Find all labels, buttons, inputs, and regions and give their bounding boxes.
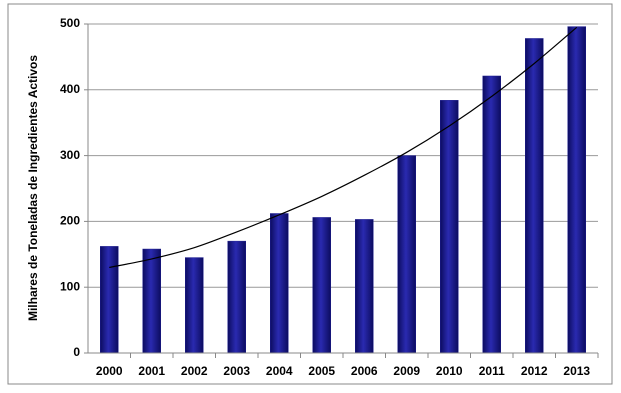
y-tick-label: 200 xyxy=(60,214,80,228)
y-tick-label: 500 xyxy=(60,16,80,30)
bar xyxy=(312,217,331,354)
x-tick-label: 2001 xyxy=(138,364,165,378)
bar xyxy=(482,75,501,354)
x-tick-label: 2003 xyxy=(223,364,250,378)
chart-frame xyxy=(7,3,613,385)
y-tick-label: 0 xyxy=(73,345,80,359)
bar xyxy=(185,257,204,354)
bar xyxy=(100,246,119,354)
x-tick-label: 2009 xyxy=(393,364,420,378)
bar xyxy=(525,38,544,354)
y-tick-label: 300 xyxy=(60,148,80,162)
x-tick-label: 2013 xyxy=(563,364,590,378)
bar xyxy=(397,155,416,354)
y-axis-label: Milhares de Toneladas de Ingredientes Ac… xyxy=(26,55,40,321)
x-tick-label: 2012 xyxy=(521,364,548,378)
y-tick-label: 100 xyxy=(60,279,80,293)
bar xyxy=(355,219,374,354)
x-tick-label: 2000 xyxy=(96,364,123,378)
x-tick-label: 2002 xyxy=(181,364,208,378)
x-tick-label: 2006 xyxy=(351,364,378,378)
y-tick-label: 400 xyxy=(60,82,80,96)
x-tick-label: 2005 xyxy=(308,364,335,378)
bar xyxy=(440,100,459,354)
bar xyxy=(227,240,246,354)
x-tick-label: 2004 xyxy=(266,364,293,378)
bar xyxy=(270,213,289,354)
bar xyxy=(567,26,586,354)
x-tick-label: 2011 xyxy=(479,364,505,378)
x-tick-label: 2010 xyxy=(436,364,463,378)
bar xyxy=(142,248,161,354)
trend-line xyxy=(109,26,578,269)
